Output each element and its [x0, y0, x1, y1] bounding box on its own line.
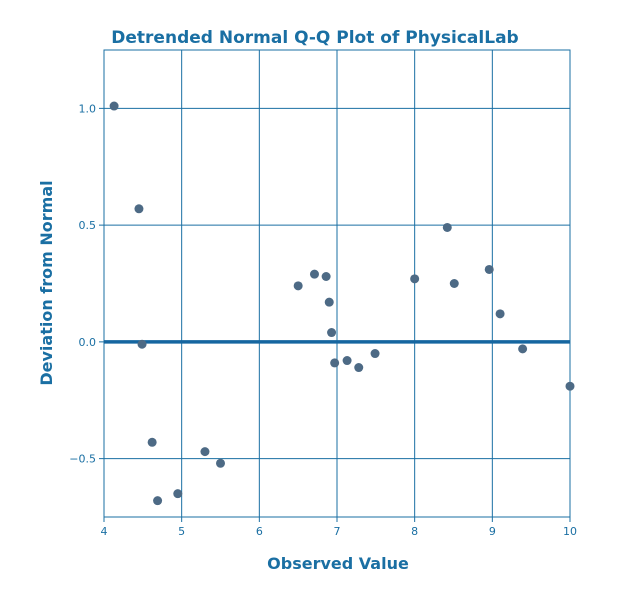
y-tick-label: 0.0 — [79, 336, 97, 349]
y-axis-ticks: 1.0 0.5 0.0 −0.5 — [69, 102, 104, 466]
chart-title: Detrended Normal Q-Q Plot of PhysicalLab — [111, 28, 518, 48]
x-tick-label: 8 — [411, 525, 418, 538]
data-point — [309, 269, 319, 279]
data-point — [495, 309, 505, 319]
data-point — [565, 381, 575, 391]
grid — [103, 50, 571, 517]
data-point — [342, 356, 352, 366]
data-point — [293, 281, 303, 291]
x-tick-label: 5 — [178, 525, 185, 538]
x-tick-label: 6 — [256, 525, 263, 538]
data-point — [321, 271, 331, 281]
data-point — [442, 222, 452, 232]
data-point — [518, 344, 528, 354]
data-point — [200, 447, 210, 457]
x-tick-label: 10 — [563, 525, 577, 538]
y-axis-title: Deviation from Normal — [37, 180, 56, 385]
y-tick-label: 1.0 — [79, 102, 97, 115]
data-point — [109, 101, 119, 111]
x-axis-ticks: 4 5 6 7 8 9 10 — [101, 517, 577, 538]
x-axis-title: Observed Value — [267, 554, 409, 573]
data-point — [216, 458, 225, 468]
x-tick-label: 4 — [101, 525, 108, 538]
y-tick-label: 0.5 — [79, 219, 97, 232]
data-point — [327, 328, 337, 338]
data-point — [324, 297, 334, 307]
data-point — [173, 489, 183, 499]
data-point — [153, 496, 163, 506]
data-point — [484, 264, 494, 274]
data-points — [109, 101, 575, 506]
data-point — [134, 204, 144, 214]
y-tick-label: −0.5 — [69, 453, 96, 466]
data-point — [330, 358, 340, 368]
data-point — [410, 274, 420, 284]
data-point — [147, 437, 157, 447]
data-point — [137, 339, 147, 349]
x-tick-label: 7 — [334, 525, 341, 538]
data-point — [370, 349, 380, 359]
data-point — [449, 279, 459, 288]
x-tick-label: 9 — [489, 525, 496, 538]
data-point — [354, 363, 364, 373]
